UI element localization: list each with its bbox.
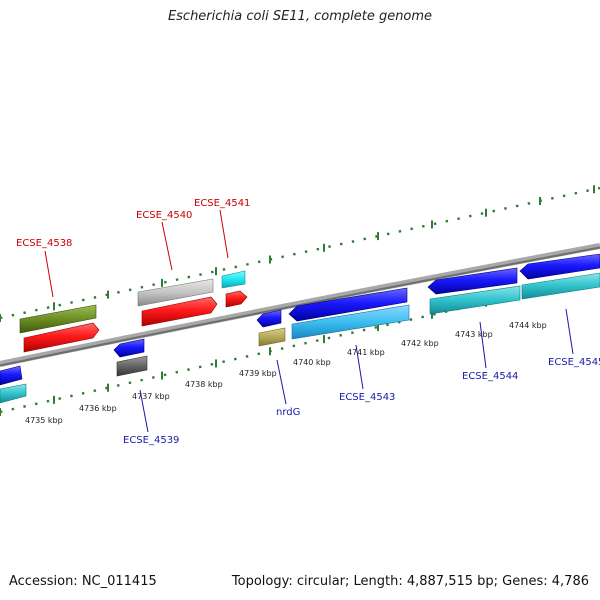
gene-4537-aux[interactable] bbox=[0, 383, 27, 404]
gene-4539[interactable] bbox=[113, 338, 145, 358]
reverse-strand-genes bbox=[0, 253, 600, 404]
gene-labels-bottom: ECSE_4539 nrdG ECSE_4543 ECSE_4544 ECSE_… bbox=[123, 357, 600, 446]
tick-label-4737: 4737 kbp bbox=[132, 392, 170, 401]
tick-label-4743: 4743 kbp bbox=[455, 330, 493, 339]
genome-backbone bbox=[0, 243, 600, 367]
tick-label-4739: 4739 kbp bbox=[239, 369, 277, 378]
leader-nrdG bbox=[276, 359, 287, 405]
tick-label-4736: 4736 kbp bbox=[79, 404, 117, 413]
tick-label-4742: 4742 kbp bbox=[401, 339, 439, 348]
leader-4544 bbox=[479, 321, 487, 369]
leader-4538 bbox=[44, 250, 54, 298]
gene-label-4544: ECSE_4544 bbox=[462, 371, 518, 382]
gene-label-4541: ECSE_4541 bbox=[194, 198, 250, 209]
gene-4539-aux[interactable] bbox=[116, 355, 148, 377]
gene-4544[interactable] bbox=[427, 267, 518, 295]
gene-label-4540: ECSE_4540 bbox=[136, 210, 192, 221]
gene-nrdG[interactable] bbox=[256, 309, 282, 328]
gene-4544-aux[interactable] bbox=[429, 285, 521, 315]
gene-4545-aux[interactable] bbox=[521, 272, 600, 300]
gene-4541-aux[interactable] bbox=[221, 270, 246, 289]
tick-label-4740: 4740 kbp bbox=[293, 358, 331, 367]
gene-4543[interactable] bbox=[288, 287, 408, 322]
tick-label-4735: 4735 kbp bbox=[25, 416, 63, 425]
leader-4543 bbox=[355, 344, 364, 390]
topology-text: Topology: circular; Length: 4,887,515 bp… bbox=[231, 574, 589, 589]
gene-4541[interactable] bbox=[225, 290, 248, 308]
label-leaders bbox=[44, 209, 574, 433]
leader-4539 bbox=[139, 389, 149, 433]
gene-4537[interactable] bbox=[0, 365, 23, 386]
gene-label-4539: ECSE_4539 bbox=[123, 435, 179, 446]
gene-4538[interactable] bbox=[23, 322, 100, 353]
gene-label-nrdG: nrdG bbox=[276, 407, 300, 418]
tick-label-4744: 4744 kbp bbox=[509, 321, 547, 330]
tick-labels: 4735 kbp 4736 kbp 4737 kbp 4738 kbp 4739… bbox=[25, 321, 547, 425]
tick-label-4738: 4738 kbp bbox=[185, 380, 223, 389]
genome-backbone-shade bbox=[0, 246, 600, 367]
gene-labels-top: ECSE_4538 ECSE_4540 ECSE_4541 bbox=[16, 198, 250, 249]
gene-4538-aux[interactable] bbox=[19, 304, 97, 334]
tick-label-4741: 4741 kbp bbox=[347, 348, 385, 357]
accession-text: Accession: NC_011415 bbox=[9, 574, 157, 589]
gene-4543-aux[interactable] bbox=[291, 304, 410, 340]
forward-strand-genes bbox=[19, 270, 248, 353]
gene-nrdG-aux[interactable] bbox=[258, 327, 286, 347]
leader-4545 bbox=[565, 308, 574, 355]
gene-label-4543: ECSE_4543 bbox=[339, 392, 395, 403]
gene-label-4545: ECSE_4545 bbox=[548, 357, 600, 368]
gene-4540-aux[interactable] bbox=[137, 278, 214, 307]
leader-4541 bbox=[219, 209, 229, 259]
gene-label-4538: ECSE_4538 bbox=[16, 238, 72, 249]
gene-4540[interactable] bbox=[141, 296, 218, 327]
gene-4545[interactable] bbox=[519, 253, 600, 280]
leader-4540 bbox=[161, 221, 173, 271]
map-title: Escherichia coli SE11, complete genome bbox=[167, 9, 433, 24]
